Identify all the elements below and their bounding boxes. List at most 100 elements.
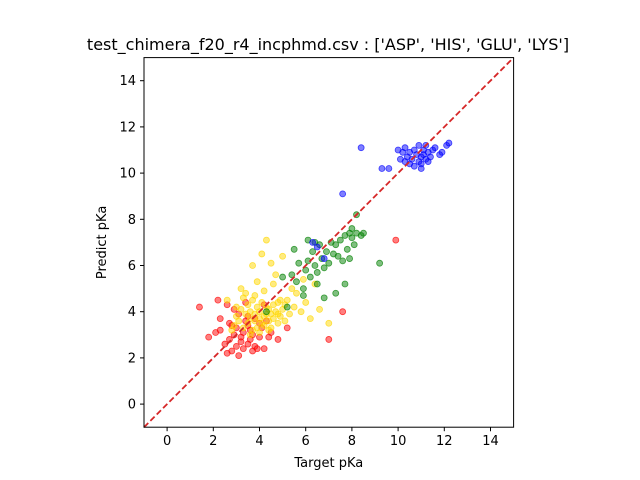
- data-point: [360, 229, 367, 237]
- data-point: [343, 245, 351, 253]
- data-point: [357, 144, 365, 152]
- data-point: [309, 248, 317, 256]
- data-point: [339, 190, 347, 198]
- data-point: [295, 259, 303, 267]
- data-point: [216, 326, 224, 334]
- data-point: [232, 303, 240, 311]
- plot-frame: [143, 57, 515, 428]
- data-point: [288, 285, 296, 293]
- data-point: [378, 165, 386, 172]
- data-point: [253, 345, 261, 353]
- data-point: [290, 245, 298, 253]
- data-point: [274, 319, 282, 327]
- data-point: [427, 153, 434, 161]
- data-point: [256, 329, 263, 336]
- x-tick-label: 4: [255, 434, 263, 449]
- data-point: [339, 308, 347, 316]
- data-point: [281, 317, 289, 325]
- data-point: [205, 333, 213, 341]
- data-point: [415, 141, 423, 149]
- y-tick-label: 8: [128, 213, 136, 228]
- data-point: [316, 305, 323, 313]
- data-point: [228, 347, 236, 355]
- data-point: [244, 301, 252, 309]
- data-point: [260, 322, 268, 329]
- y-tick-label: 6: [128, 259, 136, 274]
- data-point: [438, 148, 446, 156]
- data-point: [313, 280, 321, 288]
- y-tick-label: 10: [119, 167, 136, 182]
- data-point: [258, 250, 266, 258]
- data-point: [260, 345, 268, 353]
- data-point: [253, 278, 261, 286]
- data-point: [417, 165, 425, 172]
- data-point: [297, 308, 305, 316]
- x-tick-label: 10: [390, 434, 407, 449]
- data-point: [235, 317, 243, 325]
- data-point: [392, 236, 400, 244]
- x-tick-label: 6: [302, 434, 310, 449]
- data-point: [288, 271, 296, 279]
- data-point: [290, 303, 298, 311]
- data-point: [279, 273, 287, 281]
- data-point: [276, 296, 284, 304]
- data-point: [272, 271, 280, 279]
- y-tick-label: 12: [119, 120, 136, 135]
- data-point: [274, 336, 282, 343]
- data-point: [274, 310, 282, 318]
- data-point: [385, 165, 393, 172]
- data-point: [293, 278, 300, 286]
- data-point: [445, 139, 453, 147]
- data-point: [306, 273, 314, 281]
- data-point: [283, 324, 291, 332]
- data-point: [235, 352, 243, 359]
- x-tick-label: 12: [436, 434, 453, 449]
- y-axis-label: Predict pKa: [95, 206, 110, 279]
- data-point: [376, 259, 384, 267]
- data-point: [431, 144, 439, 152]
- data-point: [237, 285, 245, 293]
- data-point: [325, 259, 333, 267]
- x-tick-label: 8: [348, 434, 356, 449]
- data-point: [265, 326, 273, 334]
- data-point: [214, 296, 222, 304]
- data-point: [313, 269, 321, 276]
- data-point: [309, 238, 317, 246]
- data-point: [325, 319, 333, 327]
- data-point: [269, 280, 277, 288]
- data-point: [263, 236, 270, 244]
- x-tick-label: 0: [163, 434, 171, 449]
- data-point: [346, 255, 353, 262]
- data-point: [299, 285, 307, 293]
- data-point: [320, 264, 328, 272]
- data-point: [263, 308, 270, 316]
- data-point: [293, 289, 300, 297]
- data-point: [223, 296, 231, 304]
- data-point: [336, 236, 344, 244]
- series-3: [309, 139, 453, 262]
- data-point: [341, 280, 349, 288]
- x-tick-label: 14: [482, 434, 499, 449]
- data-point: [302, 299, 310, 306]
- reference-line-layer: [143, 56, 515, 428]
- data-point: [258, 299, 266, 306]
- data-point: [283, 303, 291, 311]
- data-point: [232, 342, 240, 350]
- data-point: [239, 294, 247, 302]
- x-axis-label: Target pKa: [293, 456, 363, 471]
- data-point: [269, 315, 277, 323]
- data-point: [325, 336, 333, 343]
- data-point: [260, 287, 268, 295]
- data-point: [348, 225, 356, 232]
- data-point: [350, 241, 358, 249]
- data-point: [313, 243, 321, 251]
- data-point: [239, 345, 247, 353]
- chart-title: test_chimera_f20_r4_incphmd.csv : ['ASP'…: [87, 35, 569, 55]
- data-point: [348, 234, 356, 242]
- y-tick-label: 0: [128, 398, 136, 413]
- y-tick-label: 14: [119, 74, 136, 89]
- data-point: [332, 241, 340, 249]
- data-point: [267, 259, 275, 267]
